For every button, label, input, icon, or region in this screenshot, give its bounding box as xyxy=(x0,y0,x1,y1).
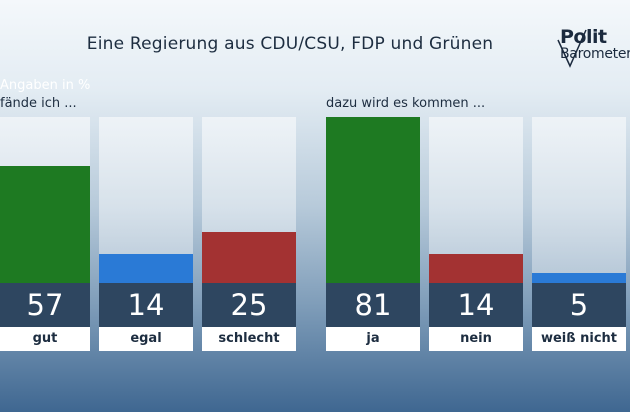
value-label-nein: 14 xyxy=(429,283,523,327)
value-label-gut: 57 xyxy=(0,283,90,327)
logo-check-icon xyxy=(557,29,587,68)
left-col-egal: 14 egal xyxy=(99,117,193,351)
right-chart-subtitle: dazu wird es kommen ... xyxy=(326,96,486,111)
unit-label: Angaben in % xyxy=(0,78,91,93)
bar-gut xyxy=(0,166,90,283)
category-label-weiss-nicht: weiß nicht xyxy=(532,327,626,351)
right-col-weiss-nicht: 5 weiß nicht xyxy=(532,117,626,351)
category-label-egal: egal xyxy=(99,327,193,351)
bar-schlecht xyxy=(202,232,296,283)
category-label-ja: ja xyxy=(326,327,420,351)
left-col-schlecht: 25 schlecht xyxy=(202,117,296,351)
bar-nein xyxy=(429,254,523,283)
bar-track xyxy=(326,117,420,283)
right-col-ja: 81 ja xyxy=(326,117,420,351)
chart-title: Eine Regierung aus CDU/CSU, FDP und Grün… xyxy=(86,34,494,54)
left-col-gut: 57 gut xyxy=(0,117,90,351)
value-label-egal: 14 xyxy=(99,283,193,327)
bar-track xyxy=(0,117,90,283)
value-label-weiss-nicht: 5 xyxy=(532,283,626,327)
category-label-nein: nein xyxy=(429,327,523,351)
bar-track xyxy=(429,117,523,283)
bar-weiss-nicht xyxy=(532,273,626,283)
value-label-ja: 81 xyxy=(326,283,420,327)
politbarometer-logo: Polit Barometer xyxy=(556,26,630,70)
logo-line2: Barometer xyxy=(560,46,630,62)
value-label-schlecht: 25 xyxy=(202,283,296,327)
logo-line1: Polit xyxy=(560,26,607,48)
bar-track xyxy=(202,117,296,283)
bar-egal xyxy=(99,254,193,283)
bar-ja xyxy=(326,117,420,283)
category-label-schlecht: schlecht xyxy=(202,327,296,351)
bar-track xyxy=(532,117,626,283)
right-col-nein: 14 nein xyxy=(429,117,523,351)
left-chart-subtitle: fände ich ... xyxy=(0,96,77,111)
category-label-gut: gut xyxy=(0,327,90,351)
bar-track xyxy=(99,117,193,283)
